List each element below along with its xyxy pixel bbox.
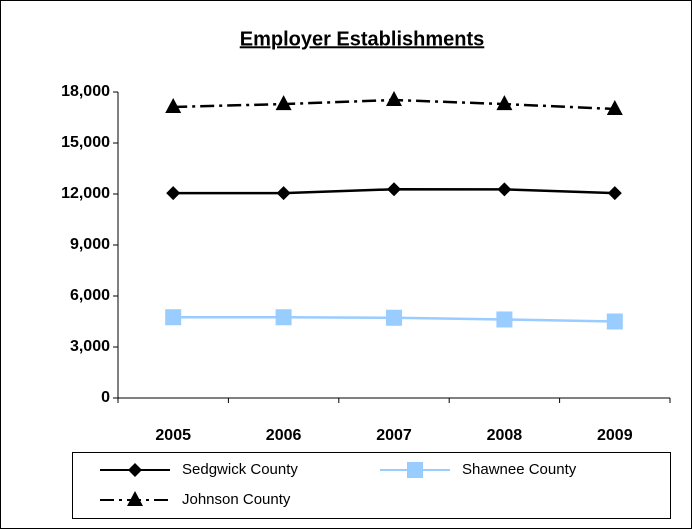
data-point	[276, 186, 291, 201]
y-tick-label: 3,000	[70, 338, 110, 355]
x-tick-label: 2007	[376, 427, 412, 444]
data-point	[606, 313, 623, 330]
y-tick-label: 6,000	[70, 287, 110, 304]
data-point	[607, 186, 622, 201]
x-tick-label: 2009	[597, 427, 633, 444]
data-point	[606, 100, 623, 115]
data-point	[275, 309, 292, 326]
legend-label: Johnson County	[182, 491, 291, 508]
legend-marker	[407, 462, 423, 478]
legend-box	[72, 452, 671, 519]
chart-title: Employer Establishments	[240, 28, 485, 50]
data-point	[386, 90, 402, 106]
data-point	[387, 182, 401, 197]
data-point	[166, 186, 181, 201]
x-tick-label: 2005	[155, 427, 191, 444]
legend-label: Sedgwick County	[182, 461, 298, 478]
data-point	[386, 309, 402, 326]
x-tick-label: 2008	[487, 427, 523, 444]
data-point	[496, 95, 513, 111]
data-point	[165, 309, 182, 326]
y-tick-label: 15,000	[61, 134, 110, 151]
y-tick-label: 9,000	[70, 236, 110, 253]
y-tick-label: 18,000	[61, 83, 110, 100]
data-point	[165, 97, 182, 113]
legend-label: Shawnee County	[462, 461, 577, 478]
data-point	[275, 95, 292, 111]
data-point	[496, 311, 513, 328]
legend-marker	[128, 463, 142, 477]
x-tick-label: 2006	[266, 427, 302, 444]
data-point	[497, 182, 512, 197]
y-tick-label: 0	[101, 389, 110, 406]
y-tick-label: 12,000	[61, 185, 110, 202]
legend-marker	[127, 491, 143, 506]
